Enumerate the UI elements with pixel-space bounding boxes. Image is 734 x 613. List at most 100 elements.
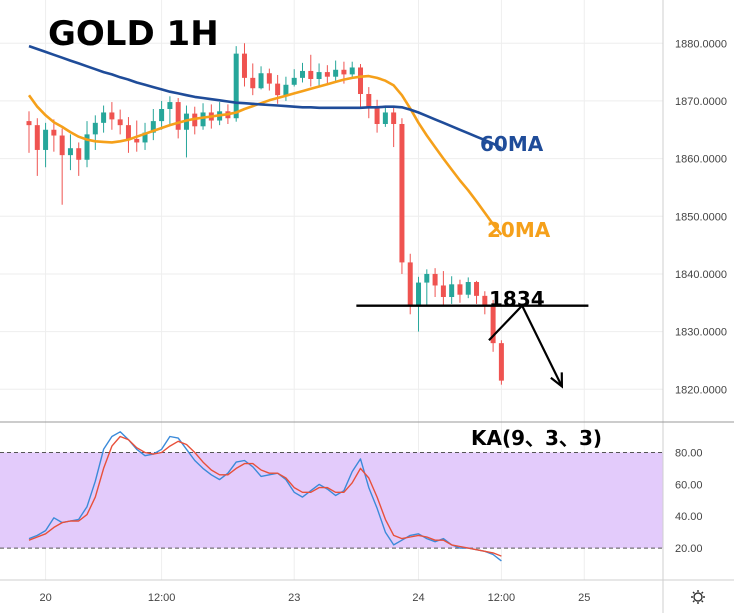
- candle-body: [283, 84, 289, 96]
- candle: [366, 87, 372, 119]
- candle-body: [424, 273, 430, 283]
- candle-body: [465, 282, 471, 295]
- candles-layer: [26, 43, 504, 385]
- x-tick-label: 12:00: [488, 592, 516, 604]
- candle-body: [349, 67, 355, 75]
- y-tick-label: 1840.0000: [675, 269, 727, 281]
- candle: [358, 64, 364, 107]
- candle: [92, 115, 98, 150]
- candle: [374, 99, 380, 133]
- candle: [117, 109, 123, 135]
- ma20-label: 20MA: [487, 218, 551, 242]
- candle-body: [34, 125, 40, 150]
- x-tick-label: 20: [39, 592, 51, 604]
- candle: [440, 271, 446, 306]
- candle-body: [43, 129, 49, 150]
- candle-body: [382, 112, 388, 124]
- candle: [34, 118, 40, 176]
- y-tick-label: 1860.0000: [675, 154, 727, 166]
- candle: [51, 119, 57, 152]
- candle-body: [432, 273, 438, 286]
- candle-body: [308, 70, 314, 80]
- candle-body: [324, 72, 330, 77]
- candle: [399, 118, 405, 274]
- candle: [382, 106, 388, 127]
- x-tick-label: 24: [412, 592, 424, 604]
- candle-body: [101, 112, 107, 123]
- candle: [474, 280, 480, 304]
- x-tick-label: 25: [578, 592, 590, 604]
- candle: [241, 43, 247, 87]
- candle-body: [92, 122, 98, 135]
- candle-body: [341, 69, 347, 75]
- candle: [150, 108, 156, 141]
- candle: [490, 299, 496, 352]
- ka-y-tick-label: 80.00: [675, 447, 703, 459]
- candle-body: [150, 121, 156, 133]
- candle: [233, 46, 239, 122]
- candle-body: [474, 282, 480, 296]
- candle-body: [200, 112, 206, 127]
- ka-y-tick-label: 20.00: [675, 543, 703, 555]
- y-tick-label: 1830.0000: [675, 327, 727, 339]
- candle-body: [399, 123, 405, 263]
- candle-body: [374, 106, 380, 124]
- projection-arrow: [488, 303, 563, 387]
- candle: [258, 66, 264, 90]
- candle-body: [250, 77, 256, 89]
- candle-body: [134, 138, 140, 143]
- candle-body: [291, 77, 297, 85]
- candle: [67, 134, 73, 171]
- candle: [457, 279, 463, 303]
- candle-body: [490, 305, 496, 344]
- ma-lines-layer: [27, 44, 503, 236]
- candle-body: [407, 262, 413, 306]
- candle: [407, 253, 413, 315]
- candle-body: [416, 282, 422, 306]
- candle: [416, 276, 422, 332]
- candle-body: [266, 73, 272, 84]
- candle: [76, 142, 82, 176]
- ka-lines-layer: [28, 431, 502, 562]
- candle: [26, 111, 32, 153]
- candle: [43, 122, 49, 168]
- candle: [101, 105, 107, 133]
- ka-band-fill: [0, 452, 663, 549]
- candle: [391, 107, 397, 148]
- candle: [142, 122, 148, 150]
- chart-title: GOLD 1H: [48, 14, 219, 54]
- x-tick-label: 23: [288, 592, 300, 604]
- candle: [449, 276, 455, 304]
- candle-body: [316, 72, 322, 80]
- candle: [432, 268, 438, 298]
- y-tick-label: 1880.0000: [675, 38, 727, 50]
- candle: [125, 117, 131, 153]
- y-tick-label: 1820.0000: [675, 384, 727, 396]
- y-tick-label: 1850.0000: [675, 211, 727, 223]
- candle: [333, 60, 339, 81]
- candle: [424, 269, 430, 306]
- candle: [324, 65, 330, 84]
- candle-body: [117, 119, 123, 126]
- candle-body: [59, 135, 65, 156]
- candle-body: [51, 129, 57, 136]
- candle: [316, 63, 322, 86]
- candle: [167, 96, 173, 124]
- candle-body: [175, 102, 181, 130]
- candle: [266, 68, 272, 91]
- ma-line-20ma: [27, 74, 503, 236]
- candle: [299, 62, 305, 83]
- candle-body: [391, 112, 397, 124]
- candle-body: [366, 94, 372, 107]
- candle: [349, 61, 355, 78]
- x-tick-label: 12:00: [148, 592, 176, 604]
- annotations-layer: [356, 303, 589, 389]
- candle: [465, 277, 471, 299]
- settings-icon[interactable]: [691, 590, 705, 604]
- candle-body: [440, 285, 446, 298]
- ka-band: [0, 451, 663, 549]
- candle-body: [233, 53, 239, 119]
- candle-body: [275, 83, 281, 96]
- candle: [308, 54, 314, 87]
